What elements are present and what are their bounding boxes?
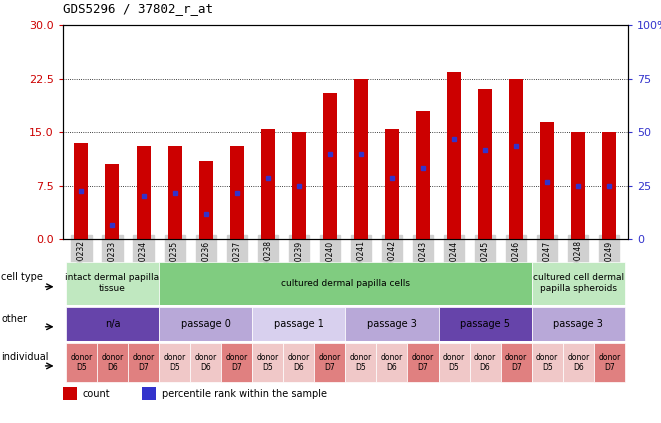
Text: donor
D5: donor D5 <box>163 353 186 372</box>
Bar <box>602 132 616 239</box>
Bar <box>66 308 159 341</box>
Bar <box>531 308 625 341</box>
Bar <box>253 308 345 341</box>
Bar <box>438 343 469 382</box>
Bar <box>159 308 253 341</box>
Bar <box>469 343 500 382</box>
Bar <box>447 71 461 239</box>
Text: donor
D5: donor D5 <box>256 353 279 372</box>
Bar <box>159 343 190 382</box>
Text: donor
D7: donor D7 <box>598 353 621 372</box>
Bar <box>292 132 306 239</box>
Bar <box>63 387 77 400</box>
Bar <box>106 164 120 239</box>
Bar <box>199 161 213 239</box>
Text: intact dermal papilla
tissue: intact dermal papilla tissue <box>65 274 159 293</box>
Text: donor
D6: donor D6 <box>101 353 124 372</box>
Text: donor
D5: donor D5 <box>350 353 372 372</box>
Text: passage 5: passage 5 <box>460 319 510 329</box>
Bar <box>540 121 554 239</box>
Bar <box>407 343 438 382</box>
Bar <box>509 79 523 239</box>
Text: cultured cell dermal
papilla spheroids: cultured cell dermal papilla spheroids <box>533 274 624 293</box>
Bar <box>142 387 156 400</box>
Text: donor
D6: donor D6 <box>194 353 217 372</box>
Text: donor
D5: donor D5 <box>70 353 93 372</box>
Bar <box>416 111 430 239</box>
Bar <box>531 262 625 305</box>
Text: individual: individual <box>1 352 49 362</box>
Bar <box>563 343 594 382</box>
Bar <box>354 79 368 239</box>
Text: donor
D7: donor D7 <box>225 353 248 372</box>
Text: cell type: cell type <box>1 272 43 282</box>
Bar <box>137 146 151 239</box>
Bar <box>500 343 531 382</box>
Text: passage 3: passage 3 <box>553 319 603 329</box>
Bar <box>253 343 284 382</box>
Text: donor
D6: donor D6 <box>381 353 403 372</box>
Text: donor
D7: donor D7 <box>505 353 527 372</box>
Bar <box>168 146 182 239</box>
Text: passage 1: passage 1 <box>274 319 324 329</box>
Bar <box>478 90 492 239</box>
Text: other: other <box>1 314 27 324</box>
Bar <box>260 129 275 239</box>
Bar <box>230 146 244 239</box>
Text: count: count <box>83 389 110 399</box>
Bar <box>128 343 159 382</box>
Bar <box>315 343 345 382</box>
Text: donor
D5: donor D5 <box>536 353 559 372</box>
Bar <box>284 343 315 382</box>
Bar <box>190 343 221 382</box>
Text: passage 0: passage 0 <box>180 319 231 329</box>
Bar <box>345 343 376 382</box>
Bar <box>221 343 253 382</box>
Bar <box>531 343 563 382</box>
Bar <box>75 143 89 239</box>
Text: donor
D5: donor D5 <box>443 353 465 372</box>
Text: donor
D7: donor D7 <box>319 353 341 372</box>
Bar <box>323 93 337 239</box>
Text: donor
D7: donor D7 <box>412 353 434 372</box>
Text: donor
D7: donor D7 <box>132 353 155 372</box>
Bar <box>594 343 625 382</box>
Text: n/a: n/a <box>104 319 120 329</box>
Bar <box>571 132 585 239</box>
Bar <box>159 262 531 305</box>
Text: cultured dermal papilla cells: cultured dermal papilla cells <box>281 279 410 288</box>
Text: donor
D6: donor D6 <box>288 353 310 372</box>
Bar <box>438 308 531 341</box>
Bar <box>376 343 407 382</box>
Text: donor
D6: donor D6 <box>567 353 590 372</box>
Text: passage 3: passage 3 <box>367 319 417 329</box>
Bar <box>345 308 438 341</box>
Bar <box>66 262 159 305</box>
Bar <box>97 343 128 382</box>
Bar <box>66 343 97 382</box>
Bar <box>385 129 399 239</box>
Text: GDS5296 / 37802_r_at: GDS5296 / 37802_r_at <box>63 2 213 15</box>
Text: donor
D6: donor D6 <box>474 353 496 372</box>
Text: percentile rank within the sample: percentile rank within the sample <box>162 389 327 399</box>
